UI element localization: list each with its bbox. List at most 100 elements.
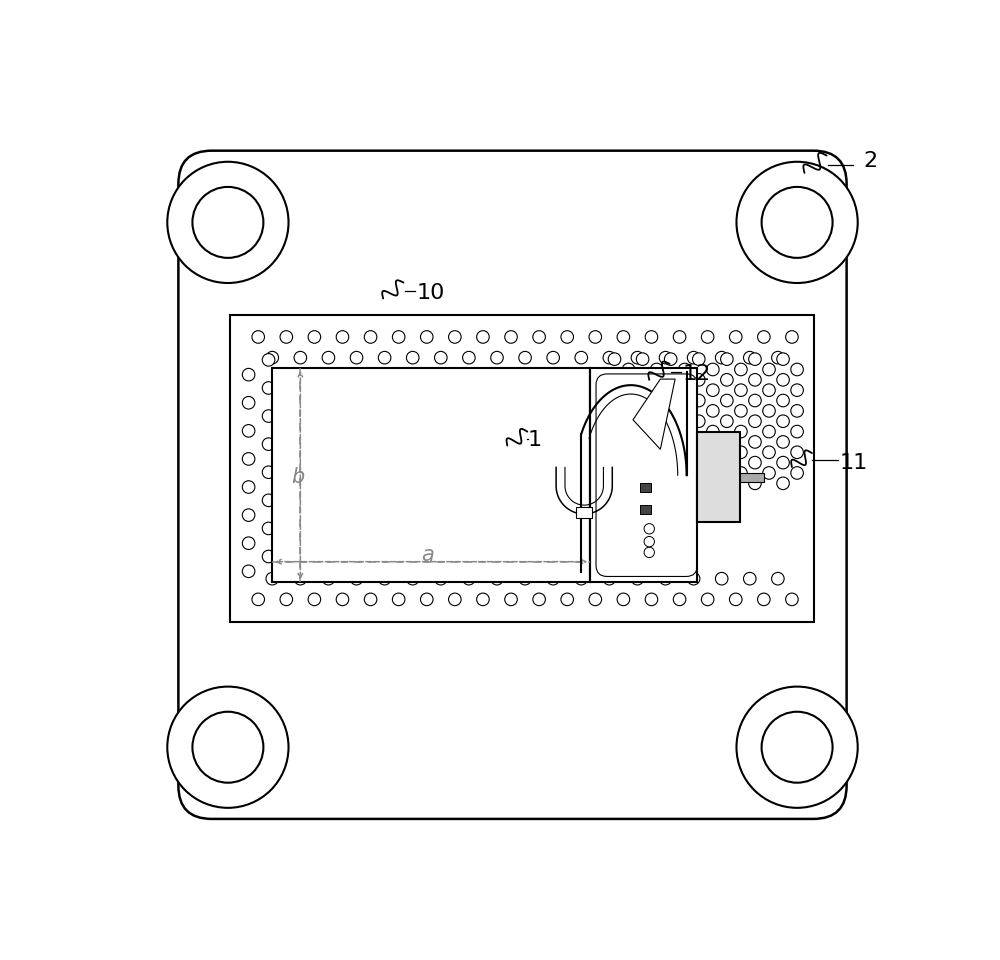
Circle shape — [678, 467, 691, 479]
Circle shape — [650, 467, 663, 479]
Circle shape — [262, 382, 275, 395]
Circle shape — [721, 395, 733, 407]
Circle shape — [636, 353, 649, 366]
Circle shape — [392, 330, 405, 344]
Circle shape — [308, 593, 321, 606]
Circle shape — [707, 467, 719, 479]
Circle shape — [736, 686, 858, 807]
Circle shape — [772, 572, 784, 585]
Circle shape — [622, 446, 635, 459]
Circle shape — [763, 467, 775, 479]
Circle shape — [242, 537, 255, 549]
Circle shape — [242, 369, 255, 381]
Circle shape — [350, 572, 363, 585]
Circle shape — [678, 363, 691, 375]
Circle shape — [659, 351, 672, 364]
Circle shape — [692, 395, 705, 407]
Circle shape — [791, 467, 803, 479]
Circle shape — [777, 415, 789, 427]
Circle shape — [644, 523, 654, 534]
Circle shape — [763, 446, 775, 459]
Circle shape — [608, 395, 621, 407]
Circle shape — [491, 572, 503, 585]
Text: 10: 10 — [416, 282, 445, 302]
Bar — [640, 505, 651, 514]
Circle shape — [364, 593, 377, 606]
Circle shape — [266, 351, 279, 364]
Circle shape — [608, 456, 621, 468]
Circle shape — [729, 330, 742, 344]
Circle shape — [589, 593, 602, 606]
Circle shape — [701, 593, 714, 606]
Circle shape — [758, 330, 770, 344]
Circle shape — [463, 351, 475, 364]
Circle shape — [650, 446, 663, 459]
Circle shape — [252, 593, 264, 606]
Circle shape — [561, 593, 573, 606]
Circle shape — [735, 404, 747, 418]
Circle shape — [622, 404, 635, 418]
Circle shape — [749, 415, 761, 427]
Circle shape — [777, 373, 789, 386]
Circle shape — [435, 351, 447, 364]
Circle shape — [322, 351, 335, 364]
Circle shape — [378, 572, 391, 585]
Circle shape — [791, 446, 803, 459]
FancyBboxPatch shape — [178, 151, 847, 819]
Circle shape — [266, 572, 279, 585]
Circle shape — [636, 456, 649, 468]
Circle shape — [242, 424, 255, 437]
Circle shape — [242, 509, 255, 521]
Text: 12: 12 — [683, 364, 711, 384]
Circle shape — [644, 537, 654, 547]
Circle shape — [477, 593, 489, 606]
Circle shape — [622, 363, 635, 375]
Circle shape — [280, 330, 293, 344]
Circle shape — [167, 686, 289, 807]
Circle shape — [622, 425, 635, 438]
Circle shape — [763, 404, 775, 418]
Circle shape — [280, 593, 293, 606]
Circle shape — [449, 593, 461, 606]
Bar — [230, 315, 814, 621]
Circle shape — [308, 330, 321, 344]
Circle shape — [749, 373, 761, 386]
Circle shape — [336, 593, 349, 606]
Circle shape — [262, 494, 275, 507]
Circle shape — [791, 425, 803, 438]
Circle shape — [608, 353, 621, 366]
Circle shape — [707, 404, 719, 418]
Circle shape — [650, 404, 663, 418]
Circle shape — [678, 404, 691, 418]
Circle shape — [701, 330, 714, 344]
Circle shape — [262, 466, 275, 478]
Circle shape — [777, 436, 789, 448]
Circle shape — [322, 572, 335, 585]
Circle shape — [664, 436, 677, 448]
Circle shape — [664, 456, 677, 468]
Circle shape — [631, 351, 644, 364]
Circle shape — [575, 572, 588, 585]
Circle shape — [294, 351, 307, 364]
Circle shape — [617, 330, 630, 344]
Circle shape — [762, 711, 833, 782]
Circle shape — [519, 351, 531, 364]
Circle shape — [262, 550, 275, 563]
Circle shape — [420, 330, 433, 344]
Circle shape — [406, 351, 419, 364]
Circle shape — [547, 572, 559, 585]
Circle shape — [692, 456, 705, 468]
Circle shape — [636, 477, 649, 490]
Circle shape — [749, 456, 761, 468]
Circle shape — [645, 330, 658, 344]
Circle shape — [242, 396, 255, 409]
Circle shape — [786, 593, 798, 606]
Circle shape — [636, 395, 649, 407]
Circle shape — [692, 436, 705, 448]
Circle shape — [622, 384, 635, 396]
Circle shape — [749, 395, 761, 407]
Circle shape — [664, 415, 677, 427]
Circle shape — [707, 446, 719, 459]
Circle shape — [262, 438, 275, 450]
Circle shape — [192, 187, 263, 258]
